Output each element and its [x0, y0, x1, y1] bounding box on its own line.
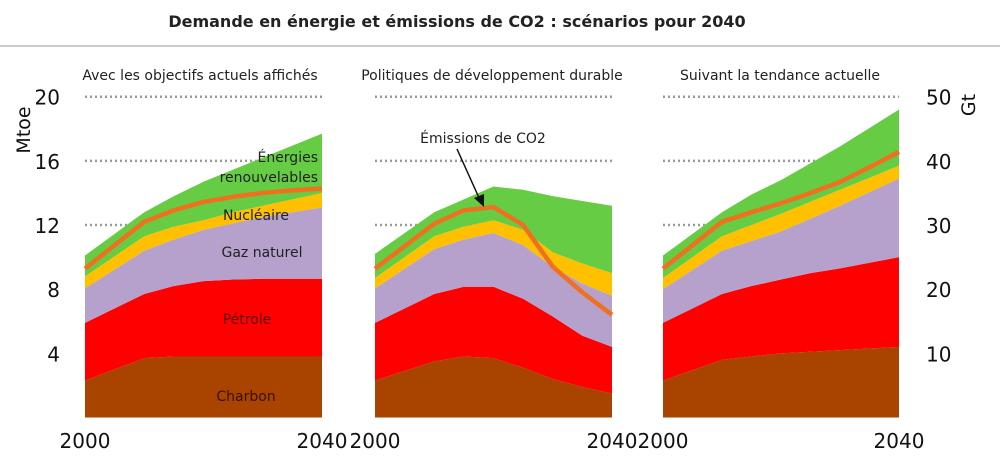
panel-3: [661, 109, 901, 418]
y-tick-right: 20: [926, 278, 951, 302]
y-tick-right: 40: [926, 150, 951, 174]
y-axis-left-label: Mtoe: [13, 106, 35, 153]
y-tick-right: 30: [926, 214, 951, 238]
x-tick-label: 2040: [587, 429, 638, 453]
area-charbon: [663, 346, 899, 418]
x-tick-label: 2000: [350, 429, 401, 453]
co2-line: [373, 204, 614, 317]
label-renewables-2: renouvelables: [220, 170, 318, 186]
label-gas: Gaz naturel: [222, 245, 303, 261]
x-tick-label: 2000: [638, 429, 689, 453]
panel-1: [83, 133, 323, 418]
x-tick-label: 2000: [60, 429, 111, 453]
area-nucléaire: [375, 220, 612, 296]
area-énergies-renouvelables: [375, 186, 612, 278]
area-gaz-naturel: [375, 233, 612, 347]
area-pétrole: [85, 278, 322, 381]
panel-2: [373, 186, 614, 418]
y-tick-right: 10: [926, 342, 951, 366]
y-tick-left: 16: [35, 150, 60, 174]
x-tick-label: 2040: [874, 429, 925, 453]
panel-title-1: Avec les objectifs actuels affichés: [82, 68, 317, 84]
label-oil: Pétrole: [223, 312, 272, 328]
y-tick-left: 12: [35, 214, 60, 238]
co2-annotation-arrow: [456, 148, 481, 201]
area-nucléaire: [663, 165, 899, 290]
area-nucléaire: [85, 192, 322, 289]
y-tick-left: 20: [35, 86, 60, 110]
area-énergies-renouvelables: [85, 133, 322, 277]
label-nuclear: Nucléaire: [223, 208, 289, 224]
y-tick-left: 4: [47, 342, 60, 366]
y-tick-right: 50: [926, 86, 951, 110]
chart-title: Demande en énergie et émissions de CO2 :…: [168, 12, 745, 31]
area-pétrole: [375, 286, 612, 394]
y-tick-left: 8: [47, 278, 60, 302]
x-tick-label: 2040: [297, 429, 348, 453]
area-charbon: [375, 356, 612, 418]
y-axis-right-label: Gt: [958, 94, 980, 116]
co2-annotation: Émissions de CO2: [420, 130, 546, 147]
label-coal: Charbon: [216, 389, 275, 405]
area-gaz-naturel: [663, 178, 899, 323]
co2-arrow-head: [474, 194, 484, 207]
panel-title-2: Politiques de développement durable: [361, 68, 623, 84]
area-pétrole: [663, 257, 899, 381]
area-énergies-renouvelables: [663, 109, 899, 278]
co2-line: [83, 186, 323, 271]
area-charbon: [85, 356, 322, 418]
panel-title-3: Suivant la tendance actuelle: [680, 68, 880, 84]
co2-line: [661, 149, 901, 271]
area-gaz-naturel: [85, 207, 322, 323]
label-renewables-1: Énergies: [257, 149, 318, 166]
